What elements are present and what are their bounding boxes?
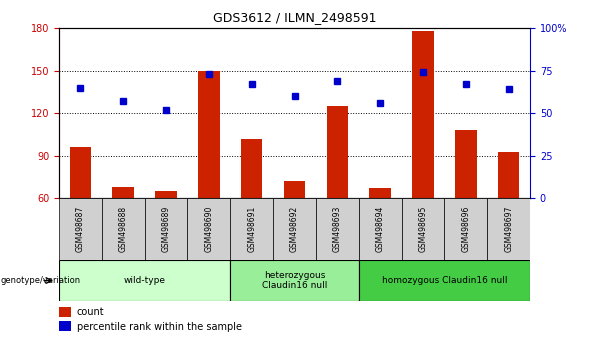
Text: GSM498696: GSM498696 <box>461 206 471 252</box>
Bar <box>445 198 487 260</box>
Text: GSM498692: GSM498692 <box>290 206 299 252</box>
Bar <box>273 198 316 260</box>
Text: count: count <box>77 307 104 318</box>
Bar <box>412 31 434 198</box>
Bar <box>455 130 477 198</box>
Text: GSM498694: GSM498694 <box>376 206 385 252</box>
Bar <box>359 260 530 301</box>
Text: GSM498695: GSM498695 <box>419 206 428 252</box>
Text: wild-type: wild-type <box>124 276 166 285</box>
Text: percentile rank within the sample: percentile rank within the sample <box>77 321 241 332</box>
Bar <box>402 198 445 260</box>
Text: GDS3612 / ILMN_2498591: GDS3612 / ILMN_2498591 <box>213 11 376 24</box>
Text: GSM498690: GSM498690 <box>204 206 213 252</box>
Text: homozygous Claudin16 null: homozygous Claudin16 null <box>382 276 507 285</box>
Bar <box>102 198 144 260</box>
Bar <box>155 191 177 198</box>
Text: GSM498691: GSM498691 <box>247 206 256 252</box>
Bar <box>369 188 391 198</box>
Bar <box>59 321 71 331</box>
Text: genotype/variation: genotype/variation <box>1 276 81 285</box>
Bar <box>359 198 402 260</box>
Bar <box>198 71 220 198</box>
Text: GSM498693: GSM498693 <box>333 206 342 252</box>
Bar <box>187 198 230 260</box>
Bar <box>112 187 134 198</box>
Text: GSM498697: GSM498697 <box>504 206 513 252</box>
Bar <box>284 181 305 198</box>
Bar <box>230 260 359 301</box>
Bar <box>230 198 273 260</box>
Bar <box>316 198 359 260</box>
Text: GSM498688: GSM498688 <box>118 206 128 252</box>
Text: heterozygous
Claudin16 null: heterozygous Claudin16 null <box>262 271 327 290</box>
Bar <box>327 106 348 198</box>
Bar <box>59 307 71 317</box>
Bar <box>70 147 91 198</box>
Bar <box>144 198 187 260</box>
Bar <box>487 198 530 260</box>
Bar <box>241 139 262 198</box>
Text: GSM498689: GSM498689 <box>161 206 170 252</box>
Bar <box>498 152 519 198</box>
Text: GSM498687: GSM498687 <box>76 206 85 252</box>
Bar <box>59 198 102 260</box>
Bar <box>59 260 230 301</box>
